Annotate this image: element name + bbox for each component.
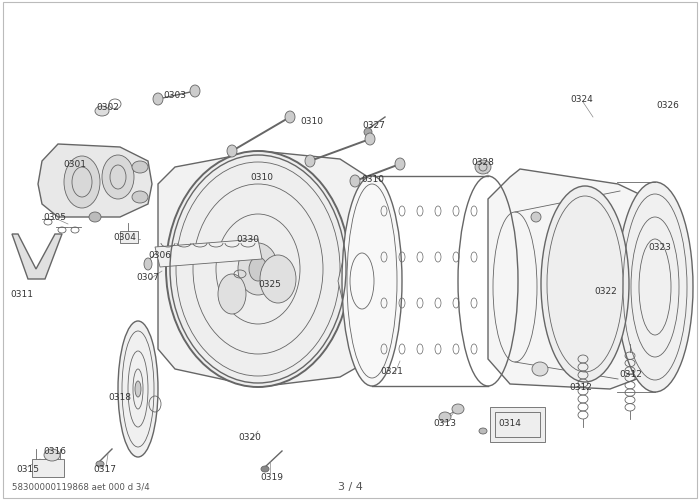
Ellipse shape xyxy=(218,275,246,314)
Text: 3 / 4: 3 / 4 xyxy=(337,481,363,491)
Text: 0314: 0314 xyxy=(498,419,522,428)
Text: 0328: 0328 xyxy=(472,158,494,167)
Ellipse shape xyxy=(64,157,100,208)
Text: 0301: 0301 xyxy=(64,160,87,169)
Ellipse shape xyxy=(285,112,295,124)
Ellipse shape xyxy=(305,156,315,168)
Ellipse shape xyxy=(95,107,109,117)
Ellipse shape xyxy=(365,134,375,146)
Text: 0303: 0303 xyxy=(164,91,186,100)
Ellipse shape xyxy=(531,212,541,222)
Ellipse shape xyxy=(190,86,200,98)
Polygon shape xyxy=(158,152,368,387)
Ellipse shape xyxy=(395,159,405,171)
Polygon shape xyxy=(338,224,395,339)
Polygon shape xyxy=(38,145,152,217)
Bar xyxy=(120,231,138,243)
Ellipse shape xyxy=(102,156,134,199)
Ellipse shape xyxy=(118,321,158,457)
Ellipse shape xyxy=(44,449,60,461)
Ellipse shape xyxy=(532,362,548,376)
Ellipse shape xyxy=(452,404,464,414)
Text: 0320: 0320 xyxy=(239,433,261,441)
Ellipse shape xyxy=(96,461,104,467)
Text: 0313: 0313 xyxy=(433,419,456,428)
Text: 0327: 0327 xyxy=(363,120,386,129)
Text: 0321: 0321 xyxy=(381,367,403,376)
Ellipse shape xyxy=(479,428,487,434)
Bar xyxy=(32,459,64,477)
Ellipse shape xyxy=(439,412,451,422)
Text: 0319: 0319 xyxy=(260,472,284,481)
Text: 58300000119868 aet 000 d 3/4: 58300000119868 aet 000 d 3/4 xyxy=(12,481,150,490)
Ellipse shape xyxy=(260,256,296,304)
Ellipse shape xyxy=(238,243,278,296)
Text: 0322: 0322 xyxy=(594,287,617,296)
Ellipse shape xyxy=(132,191,148,203)
Ellipse shape xyxy=(135,381,141,397)
Ellipse shape xyxy=(364,129,372,137)
Ellipse shape xyxy=(541,187,629,382)
Text: 0317: 0317 xyxy=(94,464,116,473)
Ellipse shape xyxy=(249,258,267,282)
Text: 0302: 0302 xyxy=(97,103,120,112)
Polygon shape xyxy=(488,170,672,389)
Ellipse shape xyxy=(89,212,101,222)
Ellipse shape xyxy=(350,176,360,188)
Ellipse shape xyxy=(166,152,350,387)
Text: 0311: 0311 xyxy=(10,290,34,299)
Ellipse shape xyxy=(261,466,269,472)
Text: 0324: 0324 xyxy=(570,95,594,104)
Text: 0306: 0306 xyxy=(148,250,172,259)
Text: 0307: 0307 xyxy=(136,273,160,282)
Ellipse shape xyxy=(227,146,237,158)
Ellipse shape xyxy=(144,259,152,271)
Polygon shape xyxy=(155,239,262,268)
Text: 0310: 0310 xyxy=(300,117,323,126)
Text: 0310: 0310 xyxy=(251,173,274,182)
Text: 0304: 0304 xyxy=(113,233,136,242)
Bar xyxy=(490,407,545,442)
Text: 0325: 0325 xyxy=(258,280,281,289)
Text: 0330: 0330 xyxy=(237,235,260,244)
Ellipse shape xyxy=(132,162,148,174)
Text: 0323: 0323 xyxy=(649,243,671,252)
Text: 0305: 0305 xyxy=(43,213,66,222)
Text: 0315: 0315 xyxy=(17,464,39,473)
Text: 0318: 0318 xyxy=(108,393,132,402)
Text: 0312: 0312 xyxy=(570,383,592,392)
Ellipse shape xyxy=(475,161,491,175)
Ellipse shape xyxy=(342,177,402,386)
Bar xyxy=(495,412,540,437)
Text: 0310: 0310 xyxy=(361,175,384,184)
Polygon shape xyxy=(12,234,62,280)
Text: 0316: 0316 xyxy=(43,446,66,455)
Text: 0312: 0312 xyxy=(620,370,643,379)
Ellipse shape xyxy=(617,183,693,392)
Ellipse shape xyxy=(153,94,163,106)
Text: 0326: 0326 xyxy=(657,100,680,109)
